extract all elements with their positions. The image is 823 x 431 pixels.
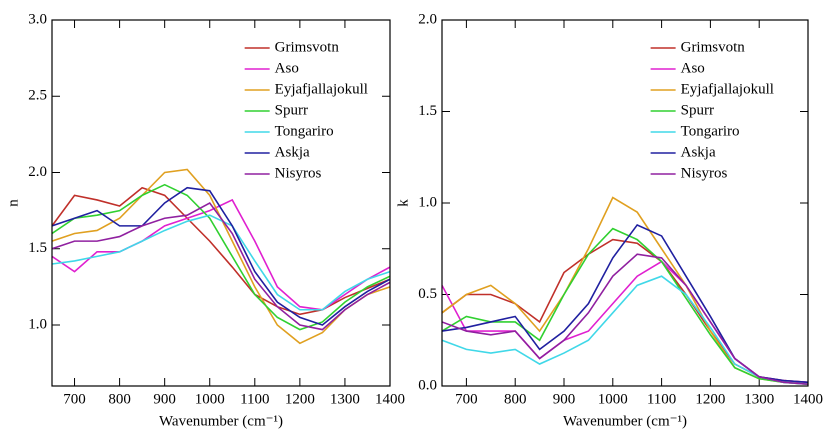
series-line [442, 227, 808, 385]
x-tick-label: 1200 [695, 391, 725, 407]
y-tick-label: 1.0 [28, 316, 47, 332]
legend-label: Spurr [681, 102, 714, 118]
x-tick-label: 700 [455, 391, 478, 407]
series-line [442, 253, 808, 385]
y-tick-label: 0.5 [418, 286, 437, 302]
x-tick-label: 900 [553, 391, 576, 407]
x-tick-label: 700 [63, 391, 86, 407]
x-tick-label: 900 [153, 391, 176, 407]
plot-frame [51, 19, 391, 387]
y-axis-label: n [5, 199, 21, 207]
series-line [52, 168, 390, 345]
legend-label: Spurr [275, 102, 308, 118]
plot-frame [441, 19, 809, 387]
legend-label: Aso [275, 60, 299, 76]
x-axis-label: Wavenumber (cm⁻¹) [563, 413, 687, 429]
legend-label: Grimsvotn [275, 39, 340, 55]
legend-label: Tongariro [275, 123, 334, 139]
legend-label: Askja [275, 144, 310, 160]
legend-label: Eyjafjallajokull [681, 81, 774, 97]
y-tick-label: 1.5 [418, 103, 437, 119]
x-tick-label: 1300 [330, 391, 360, 407]
y-tick-label: 1.5 [28, 240, 47, 256]
x-tick-label: 1400 [793, 391, 823, 407]
y-axis-label: k [395, 199, 411, 207]
x-tick-label: 1400 [375, 391, 405, 407]
y-tick-label: 3.0 [28, 11, 47, 27]
legend-label: Tongariro [681, 123, 740, 139]
y-tick-label: 1.0 [418, 194, 437, 210]
y-tick-label: 2.5 [28, 88, 47, 104]
series-line [52, 186, 390, 326]
legend-label: Eyjafjallajokull [275, 81, 368, 97]
x-tick-label: 1100 [647, 391, 676, 407]
x-tick-label: 1000 [598, 391, 628, 407]
legend-label: Askja [681, 144, 716, 160]
series-line [442, 275, 808, 385]
x-tick-label: 1100 [240, 391, 269, 407]
x-tick-label: 1200 [285, 391, 315, 407]
series-line [52, 183, 390, 331]
y-tick-label: 2.0 [28, 164, 47, 180]
y-tick-label: 2.0 [418, 11, 437, 27]
legend-label: Nisyros [275, 165, 322, 181]
x-tick-label: 800 [108, 391, 131, 407]
x-tick-label: 800 [504, 391, 527, 407]
series-line [52, 186, 390, 316]
x-tick-label: 1000 [195, 391, 225, 407]
x-axis-label: Wavenumber (cm⁻¹) [159, 413, 283, 429]
series-line [442, 223, 808, 384]
series-line [52, 201, 390, 331]
legend-label: Nisyros [681, 165, 728, 181]
x-tick-label: 1300 [744, 391, 774, 407]
legend-label: Aso [681, 60, 705, 76]
legend-label: Grimsvotn [681, 39, 746, 55]
series-line [52, 198, 390, 311]
series-line [442, 238, 808, 384]
series-line [52, 214, 390, 311]
y-tick-label: 0.0 [418, 377, 437, 393]
